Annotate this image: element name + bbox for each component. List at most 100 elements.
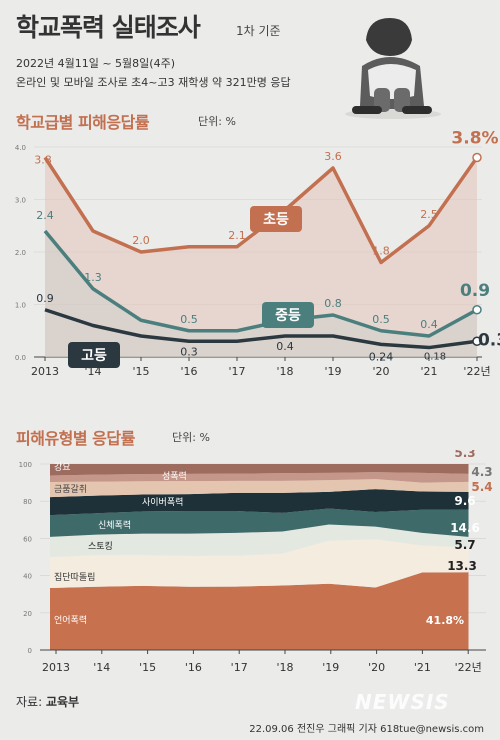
- series-tag-label: 중등: [275, 308, 301, 324]
- area-6: [50, 479, 469, 498]
- section-title-victim-type: 피해유형별 응답률: [16, 429, 135, 448]
- area-value-label: 13.3: [447, 559, 477, 573]
- area-value-label: 9.6: [454, 494, 475, 508]
- x-tick-label: '22년: [455, 661, 482, 674]
- data-label: 0.9: [460, 281, 490, 301]
- data-label: 2.1: [228, 229, 246, 242]
- y-tick-label: 80: [23, 498, 32, 506]
- x-tick-label: '16: [185, 661, 202, 674]
- area-name-label: 사이버폭력: [142, 496, 183, 508]
- y-tick-label: 2.0: [15, 249, 26, 257]
- x-tick-label: '19: [322, 661, 339, 674]
- data-label: 1.3: [84, 271, 102, 284]
- data-label: 0.24: [369, 350, 394, 363]
- y-tick-label: 3.0: [15, 197, 26, 205]
- area-name-label: 스토킹: [88, 540, 113, 552]
- end-point-3: [472, 336, 482, 346]
- elementary-area: [45, 157, 477, 357]
- middle-area: [45, 231, 477, 357]
- area-2: [50, 539, 469, 589]
- area-5: [50, 489, 469, 516]
- series-tag-bg: [68, 342, 120, 368]
- data-label: 2.4: [36, 209, 54, 222]
- data-label: 3.6: [324, 150, 342, 163]
- end-point-2: [472, 305, 482, 315]
- x-tick-label: '18: [276, 661, 293, 674]
- x-tick-label: '14: [84, 365, 101, 378]
- area-1: [50, 572, 469, 650]
- x-tick-label: '15: [139, 661, 156, 674]
- x-tick-label: 2013: [31, 365, 59, 378]
- end-point-1: [472, 152, 482, 163]
- x-tick-label: '15: [132, 365, 149, 378]
- area-value-label: 4.3: [471, 465, 492, 479]
- x-tick-label: '20: [368, 661, 385, 674]
- data-label: 0.3: [478, 330, 500, 350]
- section-title-school-level: 학교급별 피해응답률: [16, 113, 150, 132]
- data-label: 0.5: [180, 313, 198, 326]
- data-label: 3.8%: [451, 130, 498, 149]
- y-tick-label: 0.0: [15, 354, 26, 362]
- area-name-label: 언어폭력: [54, 614, 87, 626]
- area-4: [50, 508, 469, 537]
- series-tag-label: 초등: [263, 212, 289, 228]
- sad-student-illustration: [345, 18, 441, 119]
- area-name-label: 신체폭력: [98, 519, 131, 531]
- survey-description: 온라인 및 모바일 조사로 초4~고3 재학생 약 321만명 응답: [16, 76, 291, 89]
- survey-basis: 1차 기준: [236, 24, 281, 38]
- series-tag-bg: [262, 302, 314, 328]
- source-note: 자료: 교육부: [16, 693, 79, 710]
- y-tick-label: 40: [23, 573, 32, 581]
- data-label: 0.5: [372, 313, 390, 326]
- y-tick-label: 4.0: [15, 144, 26, 152]
- area-value-label: 14.6: [450, 521, 480, 535]
- x-tick-label: '17: [228, 365, 245, 378]
- x-tick-label: '16: [180, 365, 197, 378]
- series-tag-bg: [250, 206, 302, 232]
- x-tick-label: '19: [324, 365, 341, 378]
- x-tick-label: '22년: [463, 365, 490, 378]
- area-name-label: 강요: [54, 462, 71, 473]
- page-title: 학교폭력 실태조사: [16, 13, 201, 42]
- school-level-line-chart: 0.0 1.0 2.0 3.0 4.0 2013 '14 '15 '16 '17 '18 '19 '20…: [15, 130, 500, 378]
- source-name: 교육부: [45, 695, 80, 709]
- series-line-3: [44, 308, 478, 350]
- area-value-label: 5.4: [471, 480, 492, 494]
- y-tick-label: 60: [23, 535, 32, 543]
- y-tick-label: 1.0: [15, 302, 26, 310]
- credit-line: 22.09.06 전진우 그래픽 기자 618tue@newsis.com: [249, 724, 484, 735]
- area-7: [50, 472, 469, 483]
- x-tick-label: '18: [276, 365, 293, 378]
- x-tick-label: '14: [93, 661, 110, 674]
- area-3: [50, 524, 469, 558]
- area-8: [50, 464, 469, 476]
- data-label: 3.8: [34, 154, 52, 167]
- data-label: 0.3: [180, 345, 198, 358]
- y-tick-label: 20: [23, 610, 32, 618]
- x-tick-label: '21: [414, 661, 431, 674]
- y-tick-label: 0: [28, 647, 32, 655]
- area-value-label: 41.8%: [426, 614, 464, 627]
- area-value-label: 5.7: [454, 538, 475, 552]
- area-name-label: 집단따돌림: [54, 571, 95, 583]
- data-label: 1.8: [372, 245, 390, 258]
- victim-type-area-chart: 0 20 40 60 80 100 2013 '14 '15 '16 '17 '18 '19 '20 '21…: [19, 450, 493, 674]
- data-label: 0.4: [420, 318, 438, 331]
- area-name-label: 금품갈취: [54, 484, 87, 495]
- source-label: 자료:: [16, 695, 43, 709]
- x-tick-label: '20: [372, 365, 389, 378]
- survey-period: 2022년 4월11일 ~ 5월8일(4주): [16, 57, 175, 70]
- data-label: 0.8: [324, 297, 342, 310]
- data-label: 0.18: [424, 352, 446, 363]
- y-tick-label: 100: [19, 461, 32, 469]
- data-label: 0.4: [276, 340, 294, 353]
- area-name-label: 성폭력: [162, 470, 187, 482]
- series-line-2: [43, 229, 478, 338]
- x-tick-label: 2013: [42, 661, 70, 674]
- unit-label-1: 단위: %: [198, 115, 236, 128]
- area-value-label: 5.3: [454, 450, 475, 460]
- x-tick-label: '21: [420, 365, 437, 378]
- series-tag-label: 고등: [81, 348, 107, 364]
- newsis-watermark: NEWSIS: [355, 690, 450, 714]
- x-tick-label: '17: [231, 661, 248, 674]
